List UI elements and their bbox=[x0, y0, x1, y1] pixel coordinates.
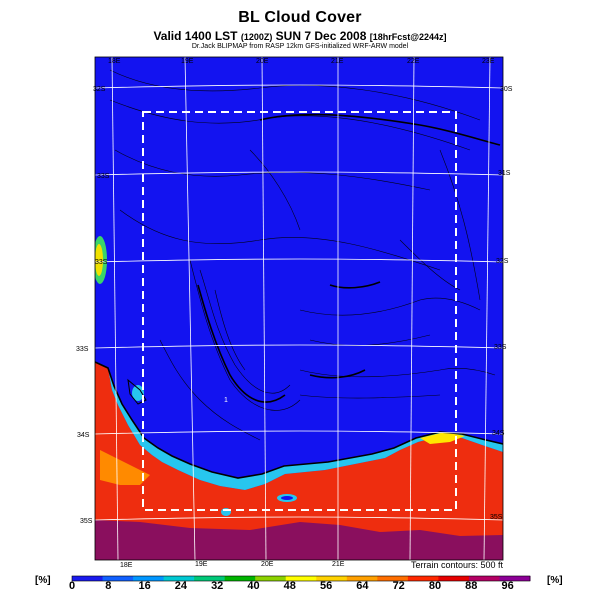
cloud-patch-center-south-inner bbox=[281, 496, 293, 500]
coastline bbox=[95, 361, 503, 479]
left-lat-label: 33S bbox=[76, 346, 89, 353]
colorbar-tick-label: 56 bbox=[319, 580, 333, 592]
colorbar-swatch bbox=[285, 576, 317, 581]
cloud-patch-yellow bbox=[420, 432, 465, 444]
colorbar-tick-label: 72 bbox=[392, 580, 405, 592]
right-lat-label: 34S bbox=[492, 430, 505, 437]
forecast-domain-box bbox=[142, 111, 457, 511]
terrain-contours-bold bbox=[197, 113, 501, 403]
cloud-belt-purple bbox=[95, 520, 503, 560]
bottom-lon-label: 21E bbox=[332, 561, 345, 568]
colorbar-tick-label: 32 bbox=[211, 580, 224, 592]
colorbar-swatch bbox=[194, 576, 226, 581]
bottom-lon-label: 18E bbox=[120, 562, 133, 569]
colorbar-swatch bbox=[224, 576, 256, 581]
right-lat-label: 32S bbox=[496, 258, 509, 265]
top-lon-label: 23E bbox=[482, 58, 495, 65]
top-lon-label: 18E bbox=[108, 58, 121, 65]
left-lat-label: 33S bbox=[97, 173, 110, 180]
valid-date-text: SUN 7 Dec 2008 bbox=[272, 29, 370, 43]
valid-time-text: Valid 1400 LST bbox=[153, 29, 241, 43]
right-lat-label: 31S bbox=[498, 170, 511, 177]
map-title: BL Cloud Cover bbox=[238, 9, 362, 26]
colorbar-swatch bbox=[133, 576, 165, 581]
lat-lon-grid bbox=[95, 57, 503, 560]
terrain-contour-note: Terrain contours: 500 ft bbox=[410, 560, 503, 570]
right-lat-label: 33S bbox=[494, 344, 507, 351]
colorbar-swatch bbox=[163, 576, 195, 581]
colorbar-tick-label: 96 bbox=[501, 580, 514, 592]
colorbar-swatch bbox=[316, 576, 348, 581]
top-lon-label: 22E bbox=[407, 58, 420, 65]
colorbar-swatch bbox=[499, 576, 531, 581]
colorbar-tick-label: 64 bbox=[356, 580, 369, 592]
colorbar-unit-left: [%] bbox=[35, 575, 51, 586]
model-credit: Dr.Jack BLIPMAP from RASP 12km GFS-initi… bbox=[191, 43, 409, 50]
bottom-lon-label: 20E bbox=[261, 561, 274, 568]
top-lon-label: 21E bbox=[331, 58, 344, 65]
colorbar-swatch bbox=[377, 576, 409, 581]
colorbar-swatch bbox=[407, 576, 439, 581]
colorbar-frame bbox=[71, 575, 531, 582]
left-lat-label: 32S bbox=[93, 86, 106, 93]
colorbar-swatch bbox=[102, 576, 134, 581]
colorbar-tick-label: 8 bbox=[105, 580, 112, 592]
spot-value-label: 1 bbox=[224, 397, 228, 404]
cloud-patch-sw bbox=[132, 385, 144, 401]
colorbar-tick-label: 48 bbox=[283, 580, 296, 592]
colorbar-swatch bbox=[255, 576, 287, 581]
left-lat-label: 34S bbox=[77, 432, 90, 439]
forecast-info: [18hrFcst@2244z] bbox=[369, 32, 447, 42]
cloud-patch-cyan-west bbox=[95, 244, 103, 276]
colorbar-tick-label: 0 bbox=[68, 580, 76, 592]
valid-time-subtitle: Valid 1400 LST (1200Z) SUN 7 Dec 2008 [1… bbox=[0, 29, 600, 43]
top-lon-label: 19E bbox=[181, 58, 194, 65]
left-lat-label: 33S bbox=[95, 259, 108, 266]
top-lon-labels: 18E 19E 20E 21E 22E 23E bbox=[108, 58, 495, 65]
right-lat-label: 30S bbox=[500, 86, 513, 93]
colorbar-swatch bbox=[438, 576, 470, 581]
cloud-belt-orange bbox=[100, 450, 150, 485]
colorbar-tick-label: 80 bbox=[428, 580, 442, 592]
right-lat-label: 35S bbox=[490, 514, 503, 521]
colorbar-tick-label: 40 bbox=[247, 580, 260, 592]
right-lat-labels: 30S 31S 32S 33S 34S 35S bbox=[490, 86, 513, 521]
colorbar-tick-label: 88 bbox=[465, 580, 478, 592]
left-lat-labels: 32S 33S 33S 33S 34S 35S bbox=[76, 86, 110, 525]
map-frame bbox=[94, 56, 504, 561]
bottom-lon-labels: 18E 19E 20E 21E bbox=[120, 561, 345, 569]
colorbar-unit-right: [%] bbox=[547, 575, 563, 586]
colorbar-swatch bbox=[468, 576, 500, 581]
colorbar-tick-label: 24 bbox=[174, 580, 188, 592]
colorbar-swatch bbox=[346, 576, 378, 581]
top-lon-label: 20E bbox=[256, 58, 269, 65]
colorbar-tick-label: 16 bbox=[138, 580, 151, 592]
left-lat-label: 35S bbox=[80, 518, 93, 525]
colorbar-swatch bbox=[72, 576, 104, 581]
bottom-lon-label: 19E bbox=[195, 561, 208, 568]
utc-time: (1200Z) bbox=[240, 32, 273, 42]
